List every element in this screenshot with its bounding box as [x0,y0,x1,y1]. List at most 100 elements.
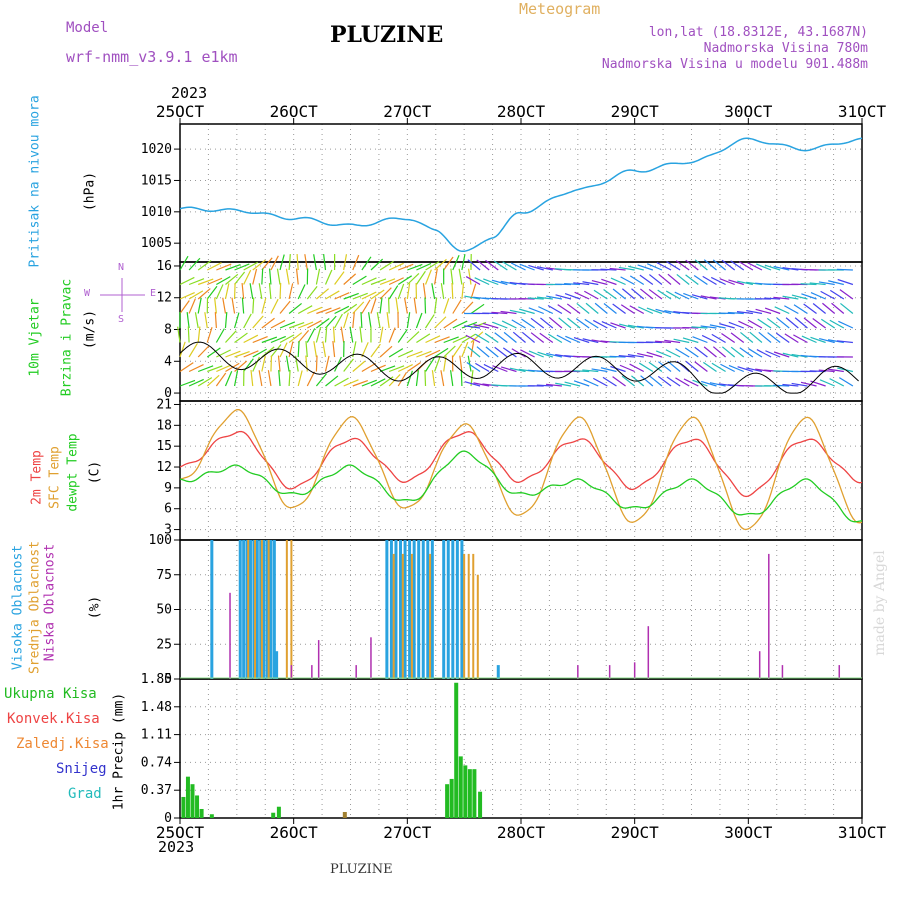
wind-barb [461,341,469,358]
low-cloud-bar [781,665,784,679]
wind-barb [710,276,726,286]
wind-barb [316,288,330,300]
high-cloud-bar [389,540,393,679]
wind-barb [216,276,231,286]
y-tick-label: 21 [156,397,172,412]
wind-barb [591,279,608,286]
wind-barb [629,363,645,373]
wind-barb [473,324,490,329]
wind-barb [450,268,454,285]
wind-barb [747,262,763,271]
y-tick-label: 9 [164,481,172,496]
wind-barb [225,350,241,358]
wind-barb [519,263,535,271]
wind-barb [188,257,201,271]
high-cloud-bar [238,540,242,679]
wind-barb [810,291,826,300]
compass-s: S [118,314,125,325]
wind-barb [334,377,349,387]
wind-barb [737,280,754,286]
wind-barb [443,256,454,271]
wind-barb [800,283,817,286]
wind-barb [334,271,345,285]
high-cloud-bar [272,540,276,679]
year-top: 2023 [171,84,208,102]
wind-barb [667,360,681,372]
wind-barb [511,319,526,329]
wind-barb [397,283,405,300]
wind-barb [564,292,581,300]
wind-barb [361,277,377,286]
wind-barb [305,341,308,358]
wind-barb [555,354,572,358]
wind-barb [325,315,337,329]
high-cloud-bar [451,540,455,679]
wind-barb [701,380,717,387]
wind-barb [352,301,365,314]
wind-barb [388,277,404,286]
wind-barb [461,283,465,300]
wind-barb [564,283,581,286]
model-name: wrf-nmm_v3.9.1 e1km [66,48,238,66]
wind-barb [252,356,260,372]
y-tick-label: 50 [156,603,172,618]
low-cloud-bar [758,651,761,679]
wind-barb [425,357,435,372]
wind-barb [620,276,635,286]
wind-barb [261,268,264,285]
wind-barb [464,381,481,387]
wind-barb [547,305,563,315]
wind-barb [801,335,817,344]
wind-barb [555,294,572,300]
wind-barb [465,334,481,344]
wind-barb [334,292,350,300]
wind-barb [511,348,526,358]
wind-barb [325,290,340,300]
high-cloud-bar [446,540,450,679]
wind-barb [675,377,690,387]
wind-barb [809,370,826,373]
wind-barb [197,365,214,373]
wind-barb [521,318,535,329]
precip-bar [199,808,204,818]
wind-barb [188,364,204,373]
wind-barb [297,305,313,315]
wind-barb [413,297,418,314]
wind-barb [500,366,517,373]
wind-barb [646,351,663,358]
wind-barb [415,312,423,329]
wind-barb [791,294,808,300]
wind-barb [197,345,210,358]
y-tick-label: 0 [164,672,172,687]
wind-barb [343,273,357,285]
wind-barb [241,297,245,314]
x-tick-label-bottom: 27OCT [383,823,432,842]
wind-barb [840,302,854,314]
wind-barb [675,260,690,271]
wind-barb [694,361,708,372]
wind-barb [485,346,499,358]
wind-barb [638,306,654,315]
temp-dewpt-line [179,450,863,523]
wind-barb [422,283,427,300]
wind-barb [573,336,590,344]
wind-barb [206,327,213,343]
wind-barb [600,367,617,373]
wind-barb [461,333,476,344]
high-cloud-bar [430,540,434,679]
wind-barb [739,347,754,358]
wind-barb [361,379,377,387]
wind-barb [558,317,572,329]
wind-barb [276,268,281,285]
wind-barb [214,297,217,314]
y-tick-label: 8 [164,323,172,338]
wind-barb [215,328,225,343]
wind-barb [510,262,526,271]
wind-barb [288,332,303,343]
wind-barb [711,333,726,344]
wind-barb [627,324,644,329]
legend-frozen-precip: Zaledj.Kisa [16,736,109,752]
mid-cloud-bar [254,540,257,679]
y-tick-label: 15 [156,439,172,454]
wind-barb [224,371,233,387]
